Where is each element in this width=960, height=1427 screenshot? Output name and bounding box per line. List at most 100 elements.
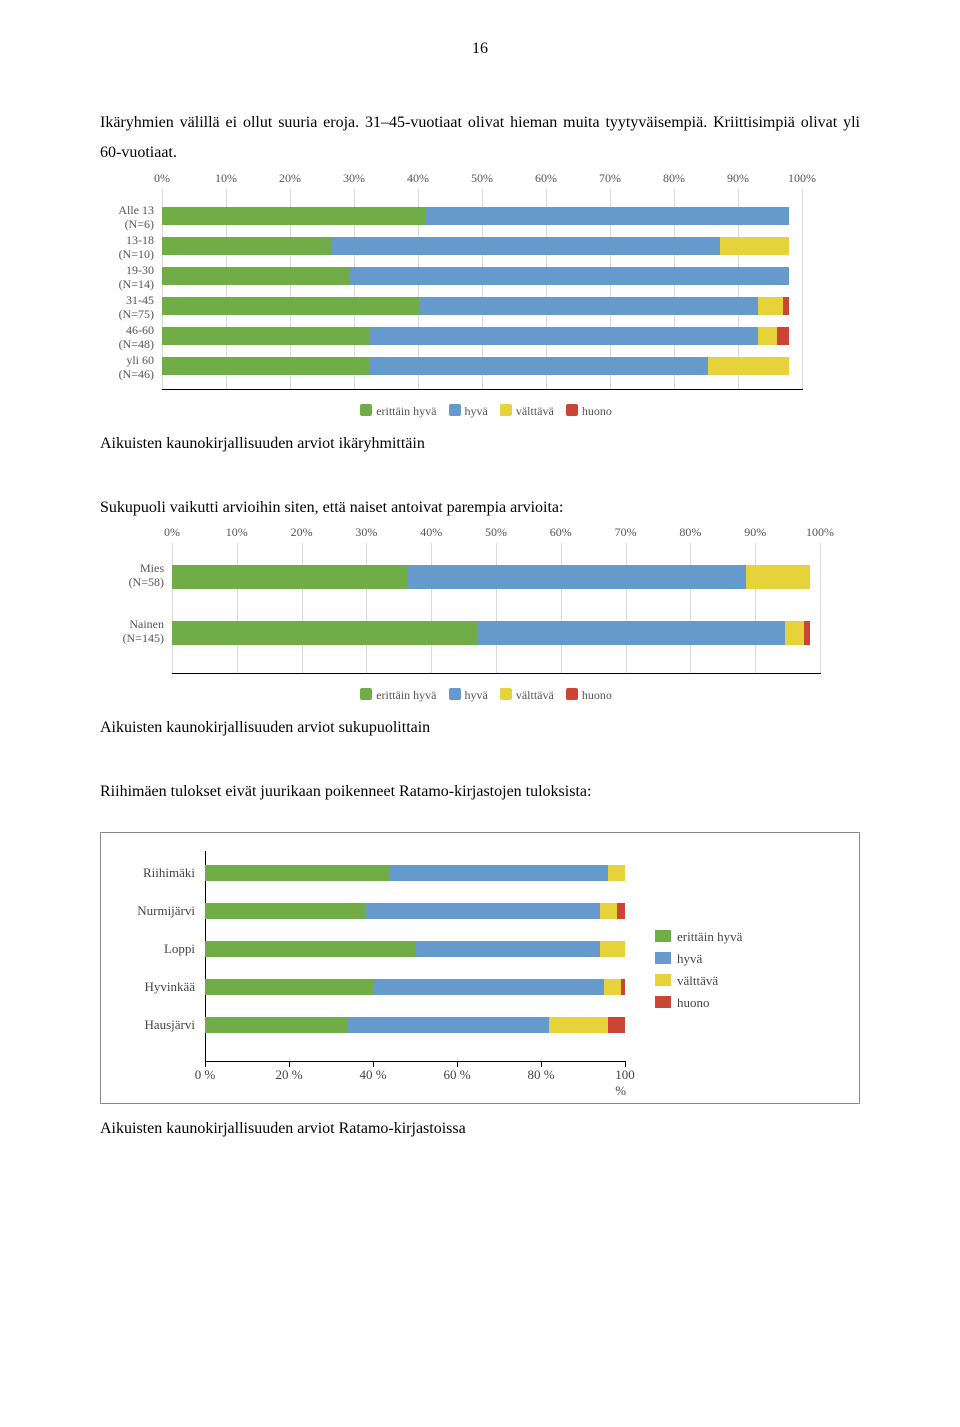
bar-row [162,237,789,255]
legend-swatch [449,404,461,416]
gridline [431,543,432,673]
y-axis-category-label: 13-18(N=10) [100,234,154,262]
y-axis-category-label: Nainen(N=145) [100,618,164,646]
chart-legend-3: erittäin hyvä hyvä välttävä huono [655,923,742,1017]
gridline [496,543,497,673]
bar-segment-hyva [373,979,604,995]
chart1-caption: Aikuisten kaunokirjallisuuden arviot ikä… [100,435,860,453]
bar-segment-erittain_hyva [162,297,419,315]
x-axis-label: 20% [279,171,301,186]
legend-swatch [655,974,671,986]
bar-segment-valttava [549,1017,608,1033]
bar-segment-hyva [348,1017,550,1033]
x-axis-label: 80 % [527,1067,554,1083]
legend-row: hyvä [655,951,742,967]
bar-row [205,1017,625,1033]
legend-label: hyvä [677,951,702,966]
x-axis-label: 20 % [275,1067,302,1083]
legend-swatch [500,404,512,416]
document-page: 16 Ikäryhmien välillä ei ollut suuria er… [0,0,960,1208]
bar-row [162,357,789,375]
bar-segment-erittain_hyva [205,1017,348,1033]
bar-segment-valttava [600,941,625,957]
gridline [172,543,173,673]
legend-swatch [655,952,671,964]
legend-swatch [449,688,461,700]
bar-segment-erittain_hyva [162,327,369,345]
bar-segment-valttava [708,357,790,375]
bar-segment-hyva [408,565,746,589]
legend-row: erittäin hyvä [655,929,742,945]
legend-row: huono [655,995,742,1011]
bar-row [205,903,625,919]
x-axis-label: 50% [485,525,507,540]
gender-paragraph: Sukupuoli vaikutti arvioihin siten, että… [100,493,860,523]
y-axis-category-label: Loppi [119,941,195,957]
legend-label: välttävä [516,688,554,702]
legend-label: välttävä [516,404,554,418]
gridline [755,543,756,673]
y-axis-category-label: 19-30(N=14) [100,264,154,292]
bar-segment-valttava [758,297,783,315]
x-axis-label: 80% [663,171,685,186]
page-number: 16 [100,40,860,58]
legend-label: erittäin hyvä [677,929,742,944]
bar-segment-huono [783,297,789,315]
gridline [820,543,821,673]
bar-segment-valttava [604,979,621,995]
x-axis-label: 100% [806,525,834,540]
bar-segment-hyva [415,941,600,957]
x-axis-label: 20% [291,525,313,540]
bar-segment-hyva [331,237,720,255]
x-axis-label: 40 % [359,1067,386,1083]
bar-segment-hyva [369,357,708,375]
x-axis-label: 90% [727,171,749,186]
intro-paragraph: Ikäryhmien välillä ei ollut suuria eroja… [100,108,860,169]
bar-segment-huono [621,979,625,995]
legend-swatch [655,996,671,1008]
bar-segment-hyva [350,267,789,285]
x-axis-label: 70% [599,171,621,186]
x-axis-label: 60 % [443,1067,470,1083]
library-paragraph: Riihimäen tulokset eivät juurikaan poike… [100,777,860,807]
bar-row [162,207,789,225]
y-axis-category-label: Nurmijärvi [119,903,195,919]
bar-segment-huono [617,903,625,919]
x-axis-label: 100% [788,171,816,186]
age-groups-chart: 0%10%20%30%40%50%60%70%80%90%100%Alle 13… [162,189,803,390]
legend-swatch [566,688,578,700]
bar-segment-erittain_hyva [172,565,408,589]
legend-swatch [360,688,372,700]
y-axis-category-label: Riihimäki [119,865,195,881]
bar-segment-erittain_hyva [162,357,369,375]
bar-segment-erittain_hyva [162,237,331,255]
bar-segment-valttava [746,565,810,589]
x-axis-label: 40% [420,525,442,540]
legend-label: huono [582,404,612,418]
bar-segment-valttava [758,327,777,345]
bar-segment-valttava [785,621,804,645]
legend-label: hyvä [465,688,488,702]
x-axis-label: 0% [154,171,170,186]
gridline [366,543,367,673]
gridline [690,543,691,673]
x-axis-label: 100 % [615,1067,635,1099]
legend-swatch [566,404,578,416]
chart-legend-1: erittäin hyvähyvävälttävähuono [100,404,860,419]
legend-row: välttävä [655,973,742,989]
bar-row [162,297,789,315]
x-axis-label: 90% [744,525,766,540]
bar-segment-huono [804,621,810,645]
bar-segment-valttava [720,237,789,255]
x-axis-label: 80% [679,525,701,540]
bar-segment-hyva [478,621,784,645]
bar-row [172,565,810,589]
bar-segment-valttava [600,903,617,919]
bar-segment-hyva [369,327,758,345]
chart3-caption: Aikuisten kaunokirjallisuuden arviot Rat… [100,1120,860,1138]
y-axis-category-label: Hyvinkää [119,979,195,995]
gridline [626,543,627,673]
y-axis-category-label: Hausjärvi [119,1017,195,1033]
x-axis-label: 0 % [195,1067,216,1083]
gender-chart: 0%10%20%30%40%50%60%70%80%90%100%Mies(N=… [172,543,821,674]
